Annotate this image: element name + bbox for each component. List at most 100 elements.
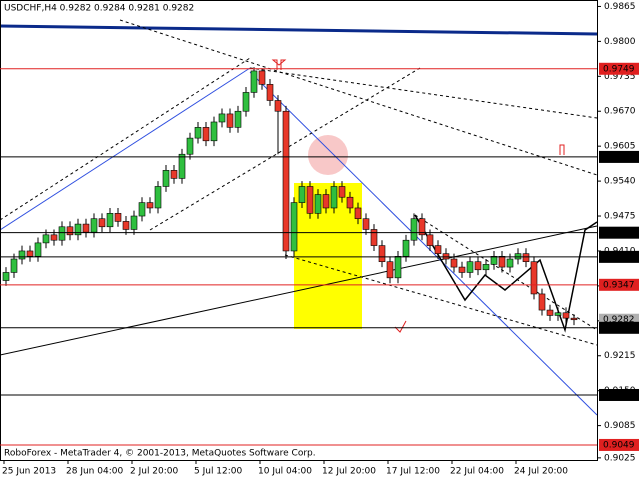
candle-body (178, 153, 186, 179)
candle-body (394, 256, 402, 279)
candle-body (202, 127, 210, 142)
candle-body (442, 253, 450, 260)
candle-body (186, 137, 194, 155)
candle-body (322, 194, 330, 209)
candle-body (226, 113, 234, 128)
candle-body (266, 84, 274, 101)
candle-body (474, 261, 482, 271)
candle-body (146, 202, 154, 209)
candle-body (290, 202, 298, 252)
down-arrow (559, 144, 565, 155)
candle-body (370, 229, 378, 246)
y-tick-label: 0.9735 (604, 72, 636, 82)
level-label: 0.9749 (603, 64, 635, 74)
candle-body (194, 127, 202, 139)
candle-body (522, 253, 530, 263)
level-label-box (599, 150, 639, 163)
y-tick-label: 0.9605 (604, 142, 636, 152)
candle-body (90, 218, 98, 233)
x-tick-label: 12 Jul 20:00 (322, 467, 376, 477)
down-arrow (271, 59, 287, 70)
candle-body (386, 261, 394, 279)
trend-line (0, 225, 598, 356)
candle-body (2, 272, 10, 281)
candle-body (466, 261, 474, 273)
candle-body (402, 239, 410, 257)
channel-line (249, 67, 598, 119)
candle-body (50, 234, 58, 241)
candle-body (26, 250, 34, 257)
candle-body (362, 218, 370, 230)
level-label-box (599, 250, 639, 263)
candle-body (434, 245, 442, 254)
candle-body (482, 264, 490, 271)
candle-body (98, 218, 106, 228)
plot-area (2, 67, 578, 326)
y-tick-label: 0.9670 (604, 107, 636, 117)
level-label: 0.9142 (603, 390, 635, 400)
candle-body (538, 293, 546, 311)
candle-body (330, 186, 338, 209)
candle-body (42, 234, 50, 244)
x-tick-label: 2 Jul 20:00 (130, 467, 179, 477)
forecast-path (414, 214, 598, 333)
x-tick-label: 24 Jul 20:00 (514, 467, 568, 477)
y-tick-label: 0.9540 (604, 177, 636, 187)
level-label-box (599, 388, 639, 401)
y-tick-label: 0.9085 (604, 421, 636, 431)
level-label: 0.9444 (603, 228, 635, 238)
chart-title: USDCHF,H4 0.9282 0.9284 0.9281 0.9282 (4, 4, 194, 14)
y-tick-label: 0.9865 (604, 2, 636, 12)
candle-body (570, 317, 578, 321)
footer: RoboForex - MetaTrader 4, © 2001-2013, M… (4, 449, 316, 459)
candle-body (426, 234, 434, 246)
candle-body (154, 186, 162, 209)
check-mark (394, 320, 407, 333)
highlight-circle (308, 135, 348, 175)
level-label: 0.9585 (603, 152, 635, 162)
candle-body (378, 245, 386, 263)
candle-body (258, 70, 266, 85)
candle-body (354, 207, 362, 220)
candle-body (498, 256, 506, 268)
level-label: 0.9347 (603, 280, 635, 290)
level-label-box (599, 62, 639, 75)
candle-body (338, 186, 346, 198)
candle-body (82, 223, 90, 233)
moving-average (0, 24, 598, 36)
x-tick-label: 28 Jun 04:00 (66, 467, 123, 477)
candle-body (170, 170, 178, 179)
x-tick-label: 25 Jun 2013 (2, 467, 56, 477)
candle-body (106, 213, 114, 228)
candle-body (514, 253, 522, 260)
candle-body (314, 194, 322, 214)
y-tick-label: 0.9800 (604, 37, 636, 47)
candle-body (122, 221, 130, 230)
candle-body (458, 266, 466, 273)
candle-body (138, 202, 146, 217)
candle-body (34, 242, 42, 257)
candle-body (490, 256, 498, 265)
candle-body (130, 215, 138, 230)
candle-body (554, 312, 562, 316)
plot-frame (0, 0, 598, 461)
candle-body (298, 186, 306, 203)
candle-body (66, 226, 74, 236)
trend-line (0, 67, 251, 231)
candle-body (234, 110, 242, 128)
y-tick-label: 0.9475 (604, 212, 636, 222)
candle-body (274, 100, 282, 112)
candle-body (530, 261, 538, 295)
candle-body (114, 213, 122, 222)
channel-line (284, 254, 598, 346)
x-tick-label: 17 Jul 12:00 (386, 467, 440, 477)
candle-body (306, 186, 314, 214)
level-label-box (599, 438, 639, 451)
candle-body (346, 196, 354, 209)
level-label-box (599, 321, 639, 334)
candle-body (450, 258, 458, 268)
level-label-box (599, 278, 639, 291)
level-label-box (599, 226, 639, 239)
candle-body (546, 309, 554, 316)
